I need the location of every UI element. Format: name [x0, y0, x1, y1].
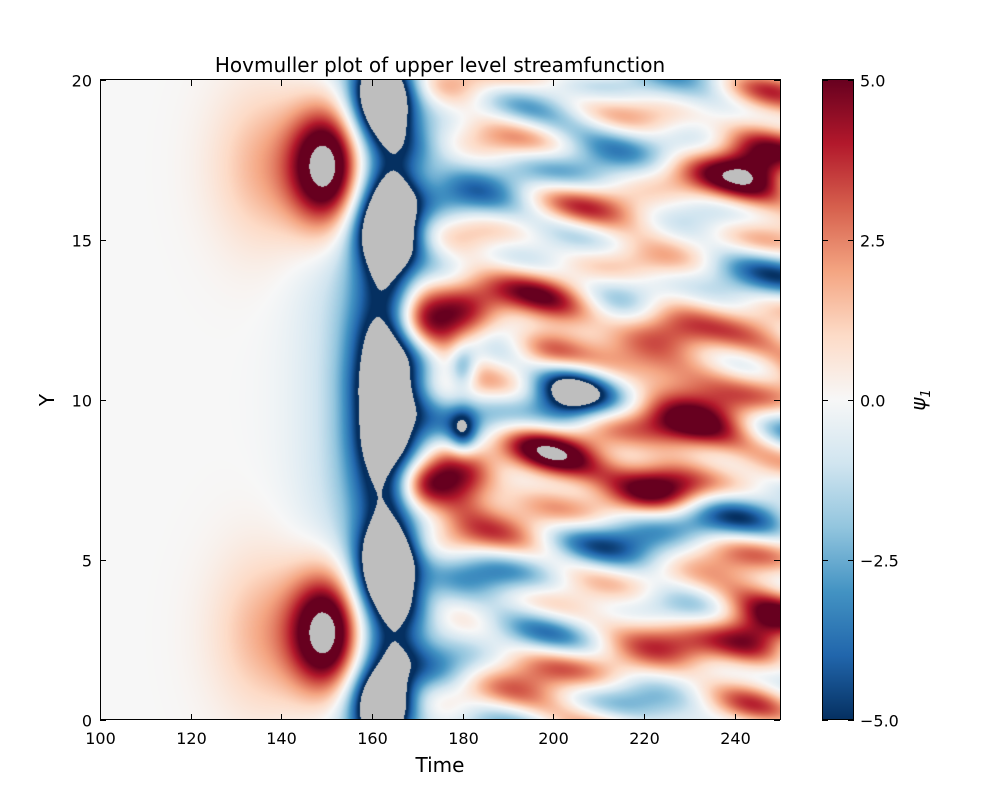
- x-tick-label: 140: [266, 729, 297, 748]
- x-tick-label: 100: [85, 729, 116, 748]
- plot-frame: [100, 79, 781, 720]
- x-tick-label: 120: [176, 729, 207, 748]
- colorbar: 5.0 2.5 0.0 −2.5 −5.0 ψ1: [822, 72, 934, 731]
- x-tick-label: 240: [720, 729, 751, 748]
- svg-text:ψ1: ψ1: [906, 389, 934, 410]
- colorbar-ticks: 5.0 2.5 0.0 −2.5 −5.0: [822, 72, 899, 731]
- colorbar-gradient: [822, 79, 854, 720]
- plot-area: [100, 79, 781, 720]
- x-axis: 100 120 140 160 180 200 220 240: [85, 80, 751, 748]
- y-tick-label: 5: [82, 552, 92, 571]
- colorbar-tick-label: 5.0: [860, 72, 885, 91]
- y-tick-label: 15: [72, 232, 92, 251]
- x-tick-label: 200: [538, 729, 569, 748]
- x-tick-label: 180: [448, 729, 479, 748]
- colorbar-tick-label: −2.5: [860, 552, 899, 571]
- colorbar-label: ψ1: [906, 389, 934, 410]
- y-tick-label: 10: [72, 392, 92, 411]
- y-axis: 0 5 10 15 20: [72, 72, 780, 731]
- colorbar-tick-label: −5.0: [860, 712, 899, 731]
- x-axis-label: Time: [415, 753, 465, 777]
- colorbar-tick-label: 2.5: [860, 232, 885, 251]
- colorbar-tick-label: 0.0: [860, 392, 885, 411]
- y-axis-label: Y: [35, 393, 59, 407]
- x-tick-label: 220: [629, 729, 660, 748]
- x-tick-label: 160: [357, 729, 388, 748]
- chart-title: Hovmuller plot of upper level streamfunc…: [215, 53, 665, 77]
- heatmap-canvas: [101, 80, 780, 719]
- colorbar-label-main: ψ: [906, 397, 930, 411]
- y-tick-label: 0: [82, 712, 92, 731]
- y-tick-label: 20: [72, 72, 92, 91]
- colorbar-label-sub: 1: [919, 389, 934, 397]
